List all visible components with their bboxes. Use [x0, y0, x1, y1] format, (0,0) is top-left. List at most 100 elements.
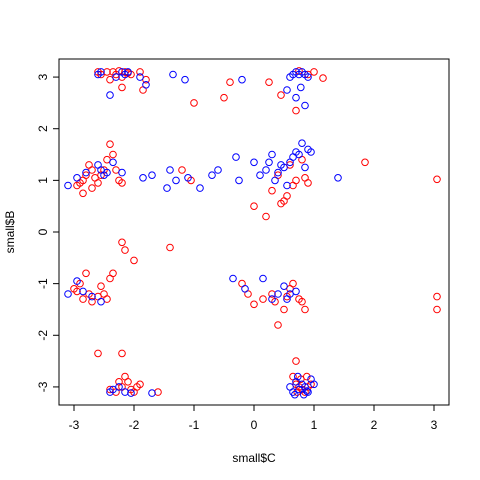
red-point — [292, 176, 300, 185]
red-point — [136, 68, 144, 76]
red-point — [220, 93, 228, 102]
x-axis: -3 -2 -1 0 1 2 3 — [69, 404, 438, 432]
red-point — [88, 184, 96, 192]
y-tick-label: -3 — [36, 381, 50, 392]
red-point — [433, 292, 441, 301]
red-point — [259, 295, 267, 303]
blue-point — [139, 174, 147, 182]
y-tick-label: 2 — [36, 125, 50, 132]
blue-point — [127, 389, 135, 397]
y-tick-label: 3 — [36, 73, 50, 80]
blue-point — [82, 168, 90, 177]
blue-point — [283, 181, 291, 190]
blue-point — [268, 295, 276, 303]
red-point — [303, 372, 311, 381]
red-point — [250, 202, 258, 210]
red-point — [106, 140, 114, 148]
blue-point — [274, 290, 282, 298]
blue-point — [148, 389, 156, 397]
blue-point — [184, 174, 192, 182]
red-point — [118, 238, 126, 247]
blue-point — [142, 81, 150, 89]
red-point — [178, 166, 186, 174]
red-point — [268, 290, 276, 298]
blue-point — [301, 101, 309, 110]
blue-point — [304, 73, 312, 81]
red-point — [109, 269, 117, 278]
red-point — [94, 349, 102, 358]
red-point — [118, 179, 126, 187]
red-point — [190, 99, 198, 107]
red-point — [292, 357, 300, 365]
red-point — [118, 349, 126, 358]
blue-point — [304, 388, 312, 396]
blue-point — [297, 83, 305, 92]
x-tick-label: 3 — [431, 418, 438, 432]
red-point — [301, 305, 309, 314]
blue-point — [106, 91, 114, 99]
blue-point — [229, 274, 237, 283]
blue-point — [292, 287, 300, 296]
x-tick-label: -3 — [69, 418, 80, 432]
blue-point — [301, 163, 309, 172]
blue-point — [259, 274, 267, 283]
red-point — [298, 297, 306, 306]
red-point — [103, 68, 111, 76]
blue-point — [88, 292, 96, 301]
y-tick-label: 1 — [36, 177, 50, 184]
blue-point — [118, 168, 126, 177]
blue-point — [307, 148, 315, 156]
blue-point — [280, 282, 288, 291]
blue-point — [103, 168, 111, 177]
blue-point — [64, 290, 72, 298]
red-point — [361, 158, 369, 167]
blue-point — [274, 168, 282, 177]
red-point — [166, 243, 174, 252]
blue-point — [256, 171, 264, 179]
blue-point — [115, 383, 123, 391]
y-tick-label: -2 — [36, 330, 50, 341]
blue-point — [232, 153, 240, 161]
red-point — [118, 83, 126, 92]
blue-point — [196, 184, 204, 192]
red-point — [121, 246, 129, 254]
blue-point — [136, 73, 144, 81]
red-point — [262, 212, 270, 221]
blue-point — [79, 287, 87, 296]
x-tick-label: 0 — [251, 418, 258, 432]
blue-point — [250, 158, 258, 167]
red-point — [88, 297, 96, 306]
y-axis: -3 -2 -1 0 1 2 3 — [36, 73, 60, 392]
blue-point — [280, 163, 288, 172]
red-point — [82, 269, 90, 278]
blue-point — [172, 176, 180, 185]
red-point — [79, 189, 87, 198]
blue-point — [214, 166, 222, 174]
blue-point — [291, 390, 299, 399]
x-tick-label: 2 — [371, 418, 378, 432]
blue-point — [97, 68, 105, 76]
red-point — [109, 150, 117, 159]
red-point — [73, 181, 81, 190]
red-point — [136, 380, 144, 389]
red-point — [250, 300, 258, 309]
blue-point — [169, 70, 177, 79]
red-point — [268, 186, 276, 195]
red-point — [130, 256, 138, 265]
x-tick-label: 1 — [311, 418, 318, 432]
red-point — [73, 287, 81, 296]
data-points — [64, 67, 441, 399]
blue-point — [64, 181, 72, 190]
red-point — [433, 305, 441, 314]
red-point — [283, 192, 291, 200]
red-point — [289, 279, 297, 288]
red-point — [79, 295, 87, 303]
blue-point — [109, 158, 117, 167]
blue-point — [73, 277, 81, 285]
blue-point — [208, 171, 216, 179]
x-tick-label: -1 — [189, 418, 200, 432]
red-point — [433, 175, 441, 184]
blue-point — [295, 150, 303, 159]
